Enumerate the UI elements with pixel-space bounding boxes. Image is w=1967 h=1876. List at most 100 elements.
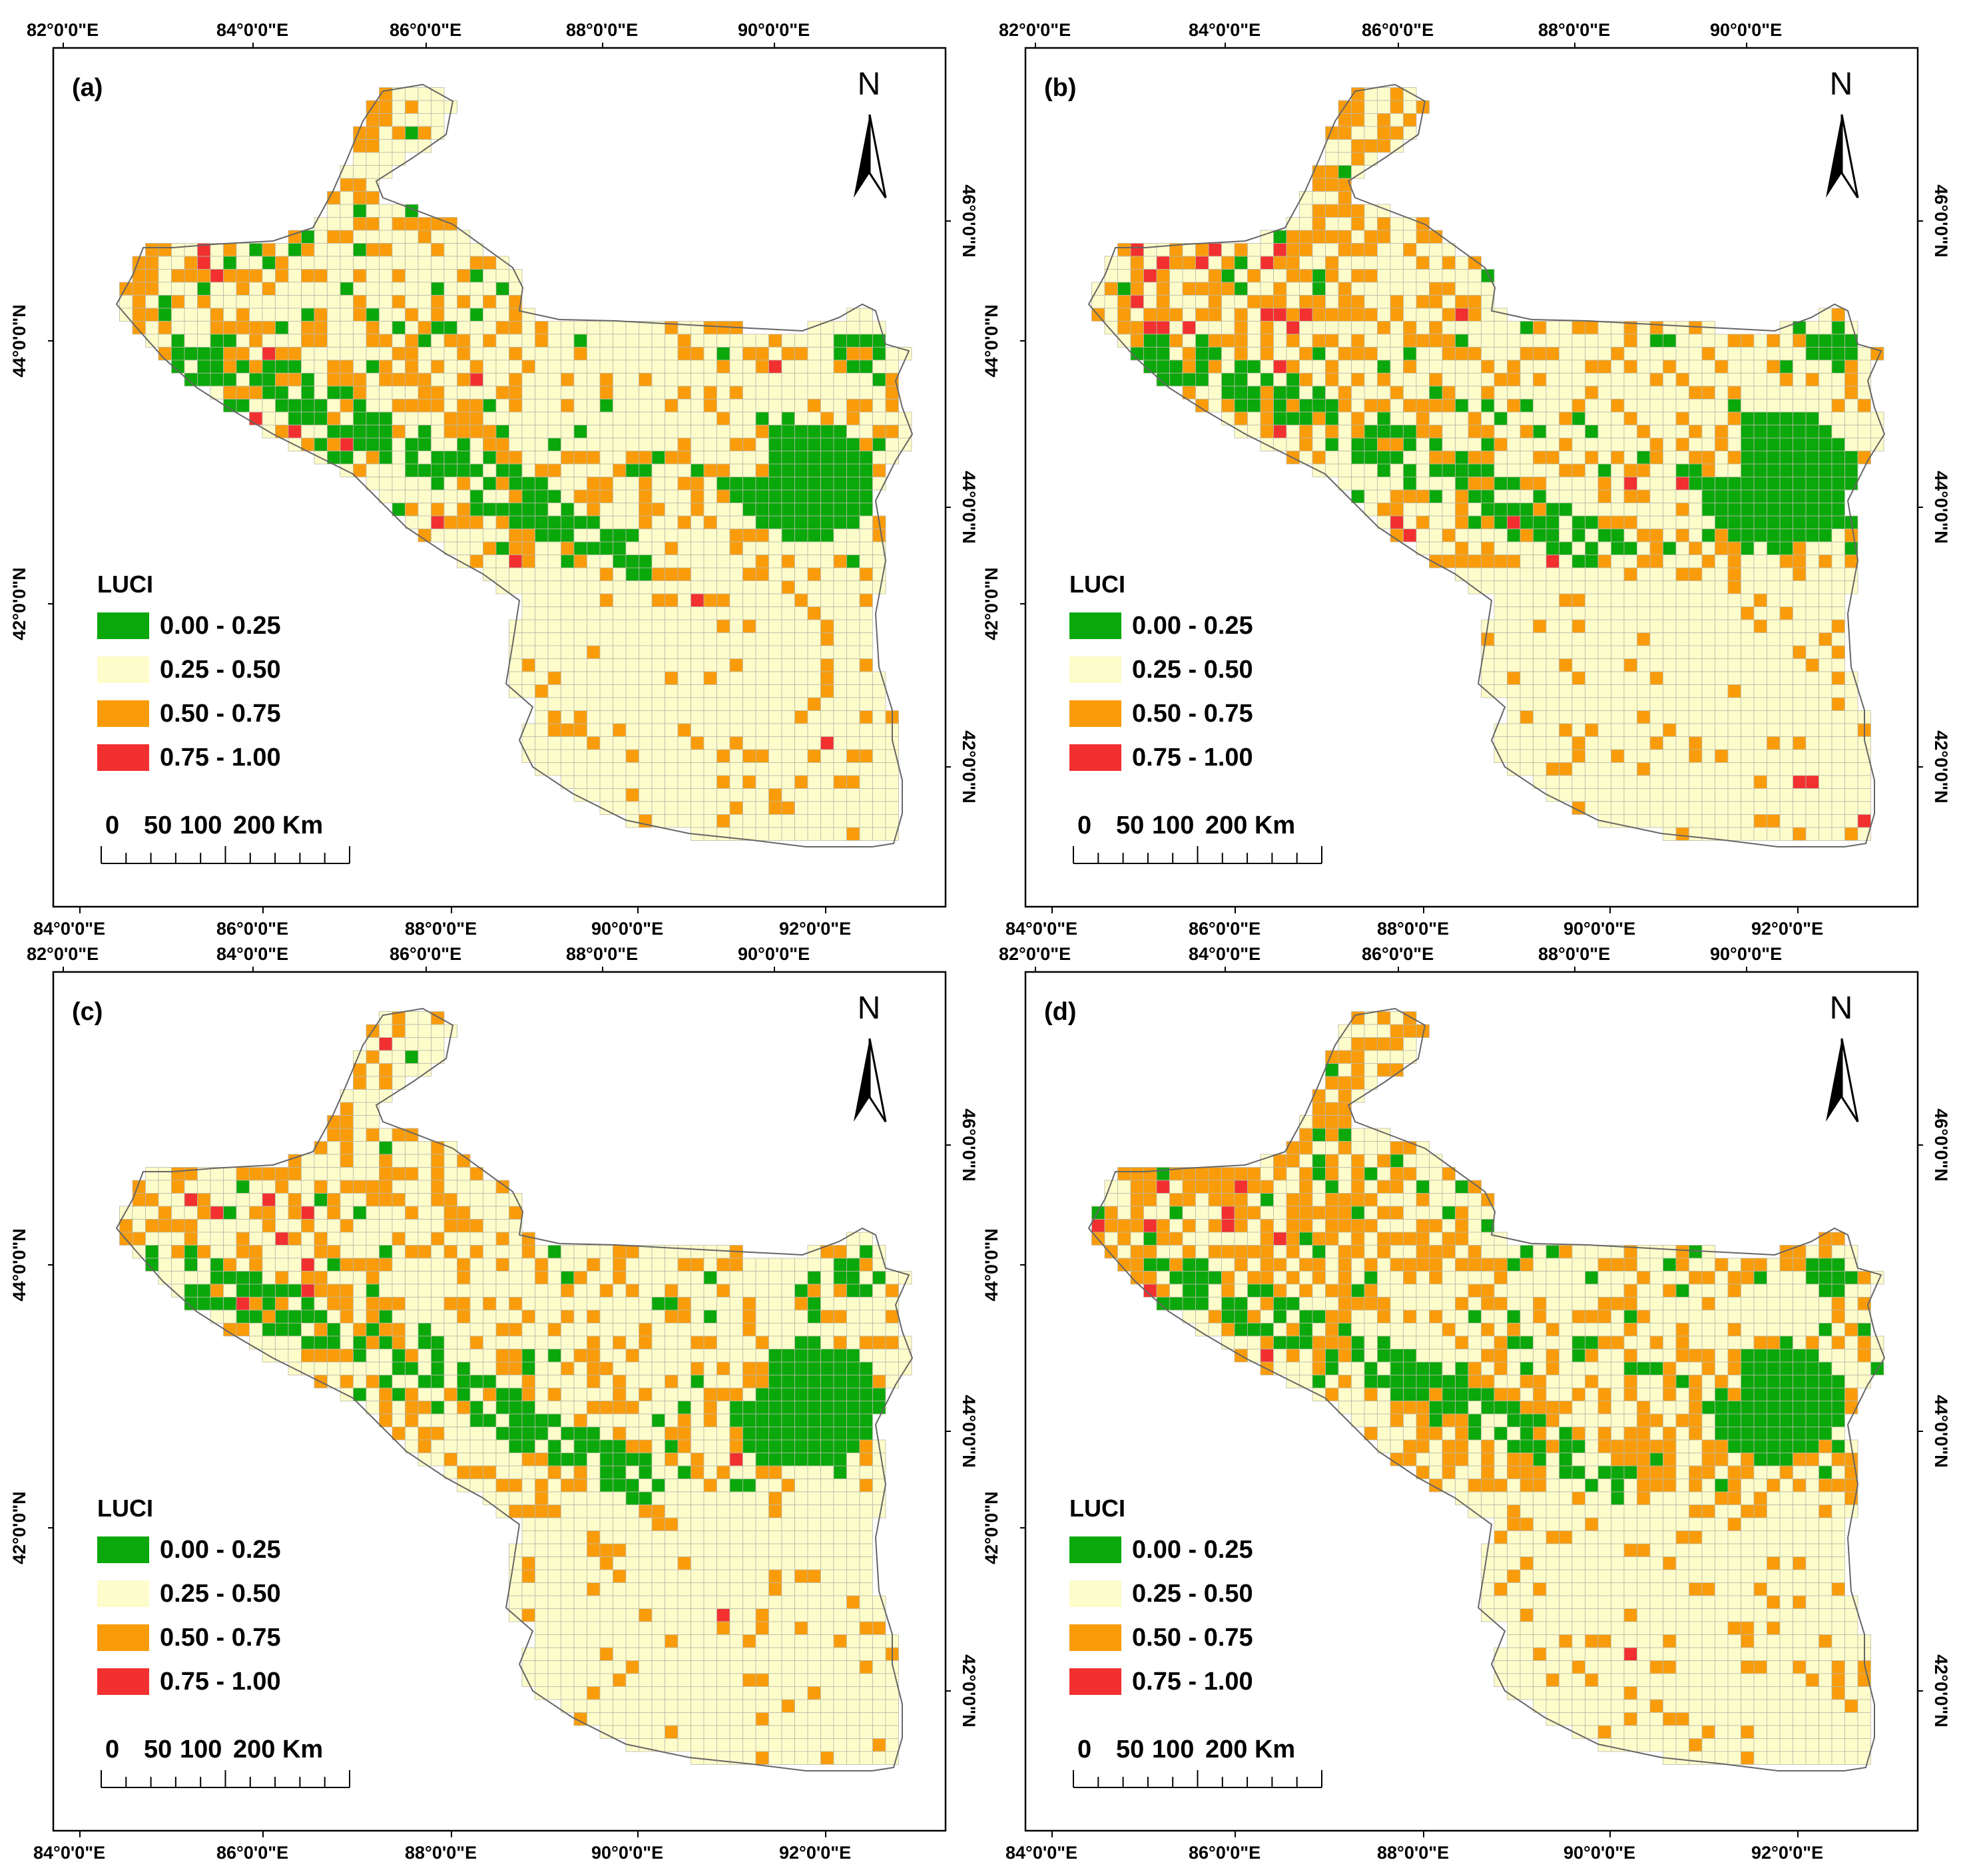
grid-cell bbox=[366, 477, 380, 491]
grid-cell bbox=[639, 1517, 653, 1531]
grid-cell bbox=[1779, 555, 1793, 569]
grid-cell bbox=[262, 269, 276, 283]
grid-cell bbox=[768, 373, 782, 387]
grid-cell bbox=[587, 1465, 601, 1479]
grid-cell bbox=[353, 1245, 367, 1259]
grid-cell bbox=[820, 529, 834, 543]
grid-cell bbox=[431, 1427, 445, 1441]
grid-cell bbox=[639, 1556, 653, 1570]
grid-cell bbox=[1663, 411, 1677, 425]
grid-cell bbox=[223, 385, 237, 399]
grid-cell bbox=[729, 762, 743, 776]
grid-cell bbox=[405, 1387, 419, 1401]
grid-cell bbox=[443, 269, 457, 283]
grid-cell bbox=[547, 1634, 561, 1648]
grid-cell bbox=[561, 658, 575, 672]
grid-cell bbox=[1312, 321, 1326, 335]
grid-cell bbox=[1831, 489, 1845, 503]
grid-cell bbox=[703, 1530, 717, 1544]
grid-cell bbox=[443, 230, 457, 244]
grid-cell bbox=[1793, 399, 1807, 413]
scale-bar-label: 200 Km bbox=[233, 812, 323, 839]
grid-cell bbox=[418, 1271, 431, 1285]
grid-cell bbox=[807, 385, 821, 399]
grid-cell bbox=[366, 359, 380, 373]
lon-label-top: 88°0'0"E bbox=[1538, 20, 1610, 40]
grid-cell bbox=[1156, 334, 1170, 348]
grid-cell bbox=[794, 762, 808, 776]
grid-cell bbox=[1325, 411, 1339, 425]
grid-cell bbox=[1234, 373, 1248, 387]
grid-cell bbox=[1585, 489, 1599, 503]
grid-cell bbox=[547, 1323, 561, 1337]
grid-cell bbox=[768, 437, 782, 451]
grid-cell bbox=[405, 477, 419, 491]
grid-cell bbox=[651, 801, 665, 815]
grid-cell bbox=[703, 425, 717, 439]
grid-cell bbox=[639, 645, 653, 659]
grid-cell bbox=[1442, 425, 1456, 439]
grid-cell bbox=[859, 463, 873, 477]
grid-cell bbox=[1338, 152, 1352, 166]
grid-cell bbox=[1689, 567, 1703, 581]
grid-cell bbox=[1208, 256, 1222, 270]
grid-cell bbox=[392, 1323, 406, 1337]
grid-cell bbox=[314, 217, 328, 231]
grid-cell bbox=[729, 1505, 743, 1519]
grid-cell bbox=[716, 1401, 730, 1415]
grid-cell bbox=[1338, 295, 1352, 309]
grid-cell bbox=[613, 1439, 627, 1453]
grid-cell bbox=[1390, 425, 1404, 439]
grid-cell bbox=[223, 1258, 237, 1272]
grid-cell bbox=[625, 529, 639, 543]
grid-cell bbox=[703, 347, 717, 361]
grid-cell bbox=[1793, 801, 1807, 815]
grid-cell bbox=[1637, 359, 1651, 373]
grid-cell bbox=[665, 1569, 679, 1583]
grid-cell bbox=[366, 1375, 380, 1389]
grid-cell bbox=[379, 165, 393, 179]
grid-cell bbox=[703, 1271, 717, 1285]
grid-cell bbox=[859, 1595, 873, 1609]
grid-cell bbox=[1623, 555, 1637, 569]
grid-cell bbox=[820, 1284, 834, 1297]
grid-cell bbox=[1675, 411, 1689, 425]
grid-cell bbox=[457, 1297, 471, 1311]
grid-cell bbox=[366, 399, 380, 413]
grid-cell bbox=[535, 1387, 549, 1401]
grid-cell bbox=[665, 736, 679, 750]
grid-cell bbox=[1416, 282, 1430, 296]
grid-cell bbox=[768, 684, 782, 698]
grid-cell bbox=[1312, 217, 1326, 231]
grid-cell bbox=[1611, 334, 1625, 348]
grid-cell bbox=[768, 359, 782, 373]
grid-cell bbox=[1753, 788, 1767, 802]
grid-cell bbox=[262, 282, 276, 296]
grid-cell bbox=[729, 1530, 743, 1544]
grid-cell bbox=[340, 295, 354, 309]
grid-cell bbox=[366, 113, 380, 127]
grid-cell bbox=[1767, 593, 1781, 607]
grid-cell bbox=[1130, 308, 1144, 322]
grid-cell bbox=[392, 1258, 406, 1272]
grid-cell bbox=[781, 1413, 795, 1427]
grid-cell bbox=[599, 1349, 613, 1363]
grid-cell bbox=[1429, 451, 1443, 465]
grid-cell bbox=[392, 295, 406, 309]
region-outline bbox=[115, 83, 914, 847]
grid-cell bbox=[768, 385, 782, 399]
grid-cell bbox=[1325, 282, 1339, 296]
lat-label-left: 44°0'0"N bbox=[982, 304, 1001, 377]
grid-cell bbox=[1169, 256, 1183, 270]
grid-cell bbox=[1546, 593, 1559, 607]
grid-cell bbox=[392, 1427, 406, 1441]
grid-cell bbox=[547, 334, 561, 348]
grid-cell bbox=[223, 308, 237, 322]
grid-cell bbox=[1597, 684, 1611, 698]
grid-cell bbox=[521, 1595, 535, 1609]
grid-cell bbox=[691, 489, 704, 503]
grid-cell bbox=[742, 736, 756, 750]
grid-cell bbox=[833, 359, 847, 373]
grid-cell bbox=[392, 1063, 406, 1077]
grid-cell bbox=[833, 529, 847, 543]
